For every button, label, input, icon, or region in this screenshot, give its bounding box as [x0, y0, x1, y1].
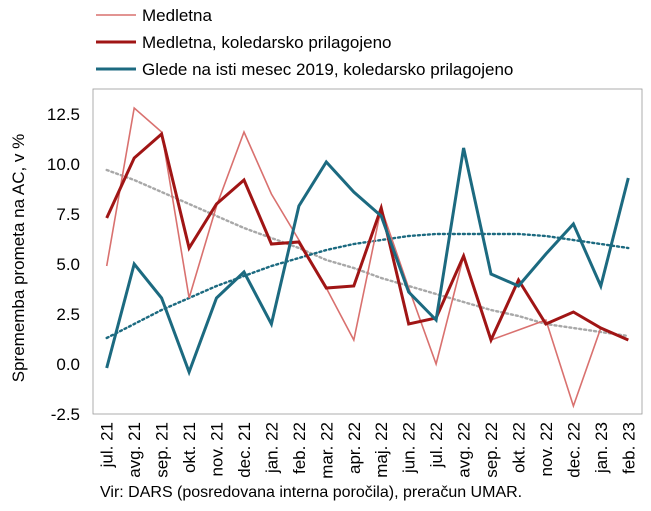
- x-axis-ticks: jul. 21 avg. 21 sep. 21 okt. 21 nov. 21 dec. …: [98, 422, 639, 479]
- x-tick-label: dec. 22: [564, 422, 583, 478]
- x-tick-label: avg. 22: [455, 422, 474, 478]
- plot-area: [92, 88, 643, 415]
- y-tick-label: 0.0: [56, 355, 80, 374]
- x-tick-label: okt. 21: [180, 422, 199, 473]
- trendline: [105, 168, 630, 338]
- x-tick-label: jul. 21: [98, 422, 117, 468]
- y-tick-label: 12.5: [47, 105, 80, 124]
- series-line-2: [105, 131, 629, 345]
- series-line-3: [105, 147, 630, 377]
- x-tick-label: apr. 22: [345, 422, 364, 474]
- series-line-1: [105, 106, 629, 409]
- x-tick-label: feb. 23: [619, 422, 638, 474]
- x-tick-label: sep. 22: [482, 422, 501, 478]
- legend-label: Medletna, koledarsko prilagojeno: [142, 33, 392, 52]
- trendline: [105, 232, 630, 340]
- x-tick-label: feb. 22: [290, 422, 309, 474]
- trendlines: [105, 168, 630, 340]
- series-lines: [105, 106, 630, 409]
- y-tick-label: 10.0: [47, 155, 80, 174]
- source-note: Vir: DARS (posredovana interna poročila)…: [100, 484, 523, 501]
- y-axis-ticks: -2.5 0.0 2.5 5.0 7.5 10.0 12.5: [47, 105, 80, 424]
- y-tick-label: -2.5: [51, 405, 80, 424]
- y-tick-label: 5.0: [56, 255, 80, 274]
- x-tick-label: jul. 22: [427, 422, 446, 468]
- x-tick-label: nov. 22: [537, 422, 556, 477]
- legend-label: Medletna: [142, 6, 212, 25]
- x-tick-label: maj. 22: [372, 422, 391, 478]
- x-tick-label: mar. 22: [317, 422, 336, 479]
- y-tick-label: 7.5: [56, 205, 80, 224]
- y-tick-label: 2.5: [56, 305, 80, 324]
- x-tick-label: avg. 21: [125, 422, 144, 478]
- legend-label: Glede na isti mesec 2019, koledarsko pri…: [142, 60, 513, 79]
- x-tick-label: okt. 22: [509, 422, 528, 473]
- line-chart: Medletna Medletna, koledarsko prilagojeno…: [9, 6, 643, 479]
- x-tick-label: jan. 22: [262, 422, 281, 474]
- x-tick-label: jun. 22: [400, 422, 419, 474]
- x-tick-label: nov. 21: [208, 422, 227, 477]
- x-tick-label: dec. 21: [235, 422, 254, 478]
- x-tick-label: sep. 21: [153, 422, 172, 478]
- y-axis-label: Sprememba prometa na AC, v %: [9, 134, 28, 383]
- legend: Medletna Medletna, koledarsko prilagojeno…: [96, 6, 513, 79]
- x-tick-label: jan. 23: [592, 422, 611, 474]
